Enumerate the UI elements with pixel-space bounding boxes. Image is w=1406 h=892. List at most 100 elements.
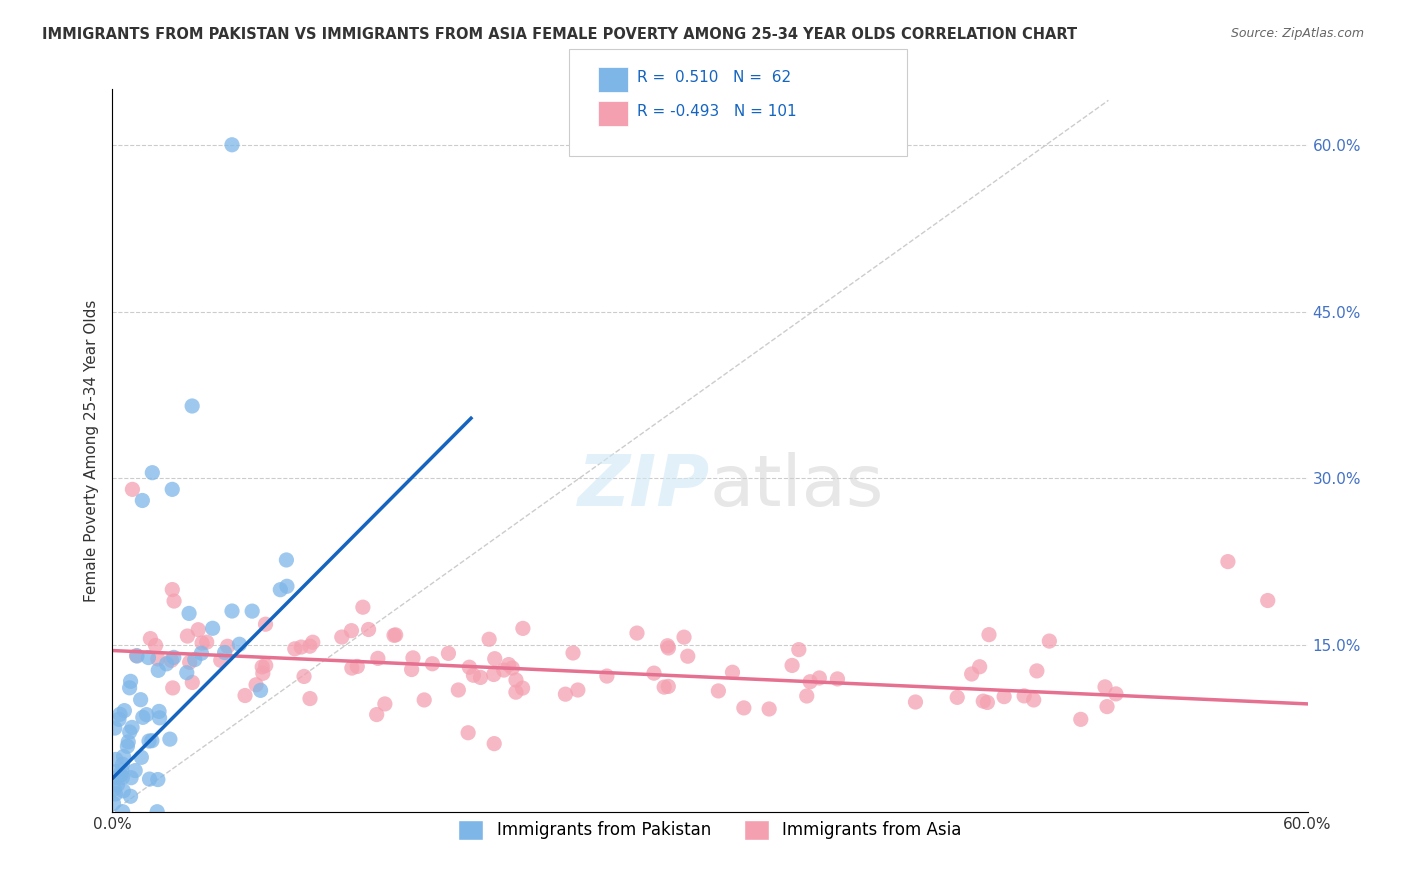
Point	[252, 666, 274, 681]
Point	[422, 657, 444, 671]
Point	[112, 784, 135, 798]
Point	[827, 672, 849, 686]
Point	[652, 680, 675, 694]
Point	[626, 626, 648, 640]
Point	[1257, 593, 1279, 607]
Point	[796, 689, 818, 703]
Point	[254, 617, 277, 632]
Point	[960, 667, 983, 681]
Point	[276, 553, 298, 567]
Point	[129, 692, 152, 706]
Point	[162, 483, 183, 497]
Point	[384, 628, 406, 642]
Point	[463, 668, 485, 682]
Point	[969, 659, 991, 673]
Point	[482, 737, 505, 751]
Point	[657, 639, 679, 653]
Point	[135, 707, 157, 722]
Point	[104, 787, 127, 801]
Point	[904, 695, 927, 709]
Point	[567, 683, 589, 698]
Point	[181, 399, 204, 413]
Point	[201, 621, 224, 635]
Point	[470, 670, 492, 684]
Point	[121, 483, 143, 497]
Point	[107, 778, 129, 792]
Point	[676, 649, 699, 664]
Point	[245, 678, 267, 692]
Point	[117, 739, 139, 754]
Point	[104, 764, 127, 779]
Point	[512, 621, 534, 635]
Point	[972, 694, 994, 708]
Y-axis label: Female Poverty Among 25-34 Year Olds: Female Poverty Among 25-34 Year Olds	[83, 300, 98, 601]
Point	[298, 639, 321, 653]
Point	[284, 641, 307, 656]
Text: Source: ZipAtlas.com: Source: ZipAtlas.com	[1230, 27, 1364, 40]
Point	[721, 665, 744, 680]
Point	[120, 771, 142, 785]
Point	[382, 628, 405, 642]
Point	[104, 721, 127, 735]
Point	[301, 635, 323, 649]
Point	[1038, 634, 1060, 648]
Point	[163, 650, 186, 665]
Point	[187, 623, 209, 637]
Point	[413, 693, 436, 707]
Point	[125, 648, 148, 663]
Point	[105, 770, 128, 784]
Point	[484, 651, 506, 665]
Text: IMMIGRANTS FROM PAKISTAN VS IMMIGRANTS FROM ASIA FEMALE POVERTY AMONG 25-34 YEAR: IMMIGRANTS FROM PAKISTAN VS IMMIGRANTS F…	[42, 27, 1077, 42]
Point	[290, 640, 312, 654]
Point	[657, 640, 679, 655]
Point	[111, 771, 134, 785]
Point	[162, 582, 184, 597]
Point	[125, 648, 148, 663]
Point	[148, 663, 170, 677]
Point	[808, 671, 831, 685]
Point	[437, 646, 460, 660]
Point	[148, 705, 170, 719]
Text: atlas: atlas	[710, 452, 884, 521]
Legend: Immigrants from Pakistan, Immigrants from Asia: Immigrants from Pakistan, Immigrants fro…	[451, 814, 969, 847]
Point	[1105, 687, 1128, 701]
Point	[478, 632, 501, 647]
Point	[374, 697, 396, 711]
Point	[138, 734, 160, 748]
Point	[132, 710, 155, 724]
Point	[179, 655, 201, 669]
Point	[330, 630, 353, 644]
Point	[457, 725, 479, 739]
Point	[162, 681, 184, 695]
Point	[657, 680, 679, 694]
Point	[177, 607, 200, 621]
Point	[176, 629, 198, 643]
Point	[108, 707, 131, 722]
Point	[131, 750, 153, 764]
Point	[121, 720, 143, 734]
Point	[401, 663, 423, 677]
Point	[118, 725, 141, 739]
Point	[233, 689, 256, 703]
Point	[596, 669, 619, 683]
Point	[1095, 699, 1118, 714]
Point	[190, 646, 212, 660]
Point	[512, 681, 534, 695]
Point	[977, 627, 1000, 641]
Point	[118, 681, 141, 695]
Point	[108, 712, 131, 726]
Point	[191, 636, 214, 650]
Point	[402, 651, 425, 665]
Point	[276, 579, 298, 593]
Point	[195, 635, 218, 649]
Point	[160, 653, 183, 667]
Point	[111, 763, 134, 777]
Point	[146, 805, 169, 819]
Point	[758, 702, 780, 716]
Point	[146, 652, 169, 666]
Point	[1022, 693, 1045, 707]
Point	[141, 733, 163, 747]
Point	[976, 696, 998, 710]
Point	[554, 687, 576, 701]
Point	[149, 711, 172, 725]
